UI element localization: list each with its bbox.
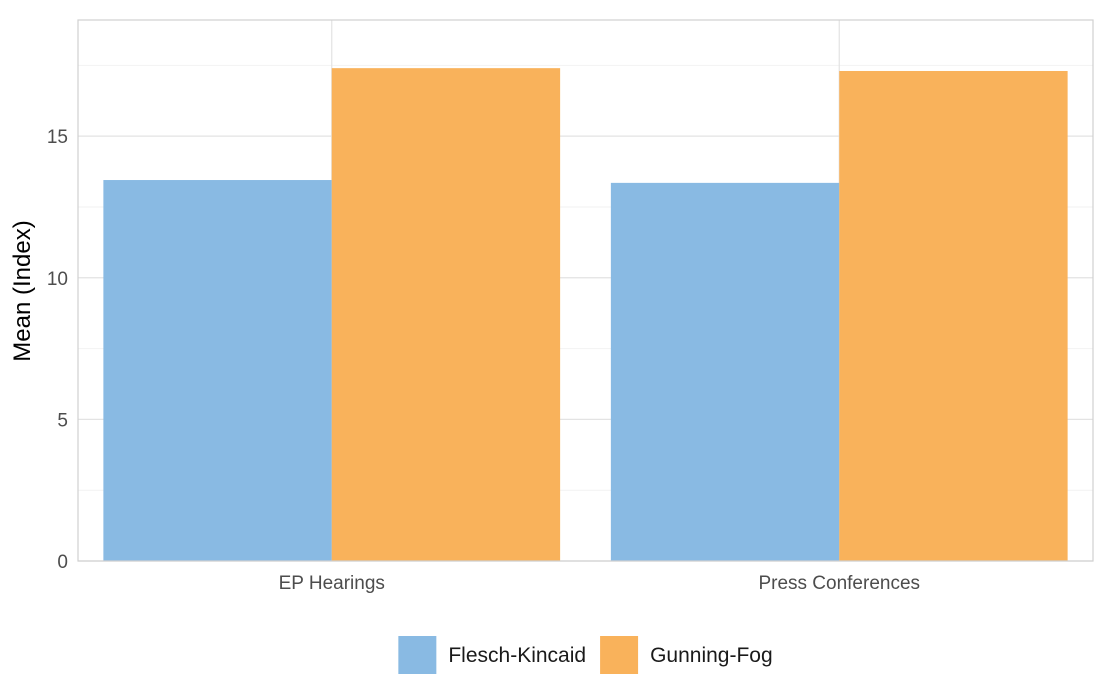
bar-flesch-kincaid-ep-hearings: [103, 180, 332, 561]
legend-key: [398, 636, 437, 674]
legend-key: [600, 636, 639, 674]
legend: Flesch-Kincaid Gunning-Fog: [398, 636, 773, 674]
x-axis-ticks: EP Hearings Press Conferences: [279, 573, 920, 594]
bar-gunning-fog-ep-hearings: [331, 68, 561, 562]
x-tick-label: Press Conferences: [758, 573, 920, 594]
y-tick-label: 0: [57, 552, 68, 573]
bar-flesch-kincaid-press-conferences: [610, 182, 840, 561]
legend-label: Gunning-Fog: [650, 644, 773, 667]
panel-border: [77, 19, 1094, 562]
y-axis-title: Mean (Index): [9, 220, 36, 361]
bar-gunning-fog-press-conferences: [839, 70, 1068, 562]
legend-label: Flesch-Kincaid: [448, 644, 586, 667]
y-tick-label: 15: [47, 127, 68, 148]
y-axis-ticks: 0 5 10 15: [47, 127, 68, 573]
y-tick-label: 5: [57, 410, 68, 431]
bars: [103, 68, 1068, 562]
x-tick-label: EP Hearings: [279, 573, 385, 594]
y-tick-label: 10: [47, 269, 68, 290]
